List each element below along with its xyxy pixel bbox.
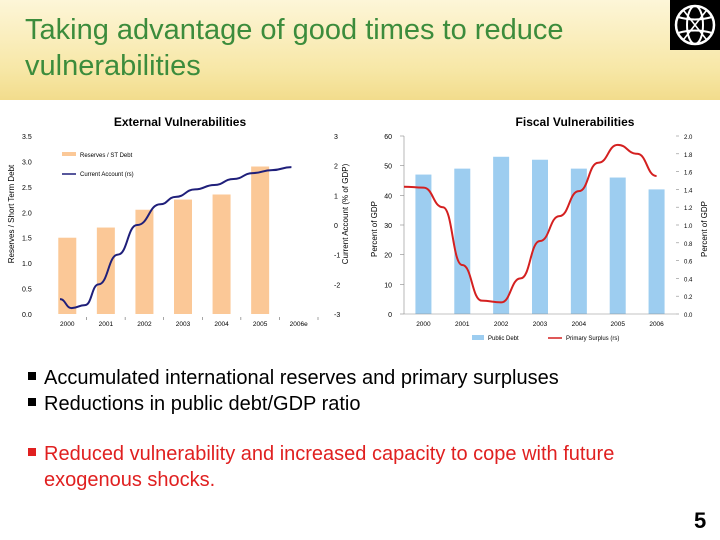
y-tick-label: 30 xyxy=(384,223,392,230)
chart-legend: Public Debt Primary Surplus (rs) xyxy=(472,335,619,342)
y-tick-label: 3.5 xyxy=(22,134,32,141)
bar-reserves xyxy=(135,209,154,314)
bullet-item: Reductions in public debt/GDP ratio xyxy=(28,391,708,417)
y2-tick-label: 1 xyxy=(334,193,338,200)
x-tick-label: 2001 xyxy=(99,321,114,328)
x-tick-label: 2003 xyxy=(533,321,548,328)
legend-label: Primary Surplus (rs) xyxy=(566,336,619,342)
x-tick-label: 2005 xyxy=(610,321,625,328)
bar-public-debt xyxy=(532,159,548,314)
y2-axis-label: Current Account (% of GDP) xyxy=(341,163,350,264)
y-tick-label: 3.0 xyxy=(22,159,32,166)
y2-tick-label: 1.0 xyxy=(684,224,693,230)
charts-svg: External Vulnerabilities Reserves / Shor… xyxy=(7,115,709,342)
legend-swatch-bar xyxy=(62,152,76,156)
legend-label: Reserves / ST Debt xyxy=(80,153,133,159)
x-tick-label: 2006e xyxy=(290,321,308,328)
legend-label: Current Account (rs) xyxy=(80,172,134,178)
page-number: 5 xyxy=(694,508,707,533)
y2-tick-label: 0.0 xyxy=(684,313,693,319)
y2-tick-label: 2.0 xyxy=(684,135,693,141)
y2-tick-label: -3 xyxy=(334,312,340,319)
bar-reserves xyxy=(251,166,270,314)
y2-tick-label: 1.8 xyxy=(684,153,693,159)
primary-surplus-line xyxy=(403,143,657,304)
y2-tick-label: 0.8 xyxy=(684,242,693,248)
bullet-item: Accumulated international reserves and p… xyxy=(28,365,708,391)
slide-header: Taking advantage of good times to reduce… xyxy=(0,0,720,100)
y2-tick-label: 1.2 xyxy=(684,206,693,212)
bar-public-debt xyxy=(493,156,510,314)
bullet-text: Reductions in public debt/GDP ratio xyxy=(44,393,361,415)
y-tick-label: 1.0 xyxy=(22,261,32,268)
y-tick-label: 2.0 xyxy=(22,210,32,217)
y-tick-label: 60 xyxy=(384,134,392,141)
x-tick-label: 2005 xyxy=(253,321,268,328)
fiscal-vulnerabilities-chart: Fiscal Vulnerabilities Percent of GDP Pe… xyxy=(370,115,709,342)
y2-tick-label: 0.4 xyxy=(684,277,693,283)
x-tick-label: 2003 xyxy=(176,321,191,328)
y-tick-label: 2.5 xyxy=(22,185,32,192)
y2-tick-label: 0.2 xyxy=(684,295,693,301)
y2-tick-label: -1 xyxy=(334,253,340,260)
bar-reserves xyxy=(174,199,192,314)
y2-tick-label: 3 xyxy=(334,134,338,141)
y-tick-label: 0 xyxy=(388,312,392,319)
bar-public-debt xyxy=(648,189,665,314)
bullet-text: Accumulated international reserves and p… xyxy=(44,367,559,389)
chart-legend: Reserves / ST Debt Current Account (rs) xyxy=(62,152,134,178)
y2-tick-label: 0 xyxy=(334,223,338,230)
x-tick-label: 2004 xyxy=(572,321,587,328)
chart-title: External Vulnerabilities xyxy=(114,115,247,129)
bullet-square-icon xyxy=(28,372,36,380)
bullet-square-icon xyxy=(28,398,36,406)
bullet-text: Reduced vulnerability and increased capa… xyxy=(44,443,615,491)
y2-tick-label: 0.6 xyxy=(684,260,693,266)
y-tick-label: 40 xyxy=(384,193,392,200)
y2-tick-label: -2 xyxy=(334,282,340,289)
bar-public-debt xyxy=(415,174,432,314)
external-vulnerabilities-chart: External Vulnerabilities Reserves / Shor… xyxy=(7,115,350,328)
x-tick-label: 2000 xyxy=(416,321,431,328)
y-tick-label: 1.5 xyxy=(22,236,32,243)
bar-reserves xyxy=(212,194,231,314)
x-tick-label: 2002 xyxy=(137,321,152,328)
current-account-line xyxy=(59,166,292,310)
x-tick-label: 2002 xyxy=(494,321,509,328)
y-tick-label: 50 xyxy=(384,164,392,171)
bullet-list: Accumulated international reserves and p… xyxy=(28,365,708,493)
bar-public-debt xyxy=(454,168,471,314)
legend-swatch-bar xyxy=(472,335,484,340)
bullet-square-icon xyxy=(28,448,36,456)
bar-reserves xyxy=(58,237,77,314)
y2-axis-label: Percent of GDP xyxy=(700,201,709,257)
bar-public-debt xyxy=(570,168,587,314)
y2-tick-label: 1.4 xyxy=(684,188,693,194)
y2-tick-label: 1.6 xyxy=(684,171,693,177)
bullet-item-highlight: Reduced vulnerability and increased capa… xyxy=(28,441,708,493)
slide-title: Taking advantage of good times to reduce… xyxy=(25,14,564,82)
bar-public-debt xyxy=(609,177,626,314)
y2-tick-label: 2 xyxy=(334,164,338,171)
legend-label: Public Debt xyxy=(488,336,519,342)
chart-title: Fiscal Vulnerabilities xyxy=(516,115,635,129)
y-axis-label: Reserves / Short Term Debt xyxy=(7,164,16,263)
y-tick-label: 0.5 xyxy=(22,287,32,294)
y-tick-label: 10 xyxy=(384,282,392,289)
x-tick-label: 2001 xyxy=(455,321,470,328)
x-tick-label: 2004 xyxy=(214,321,229,328)
bar-reserves xyxy=(96,227,115,314)
y-tick-label: 0.0 xyxy=(22,312,32,319)
y-axis-label: Percent of GDP xyxy=(370,201,379,257)
charts-area: External Vulnerabilities Reserves / Shor… xyxy=(0,104,720,354)
world-bank-globe-icon xyxy=(670,0,720,50)
x-tick-label: 2000 xyxy=(60,321,75,328)
y-tick-label: 20 xyxy=(384,253,392,260)
x-tick-label: 2006 xyxy=(649,321,664,328)
